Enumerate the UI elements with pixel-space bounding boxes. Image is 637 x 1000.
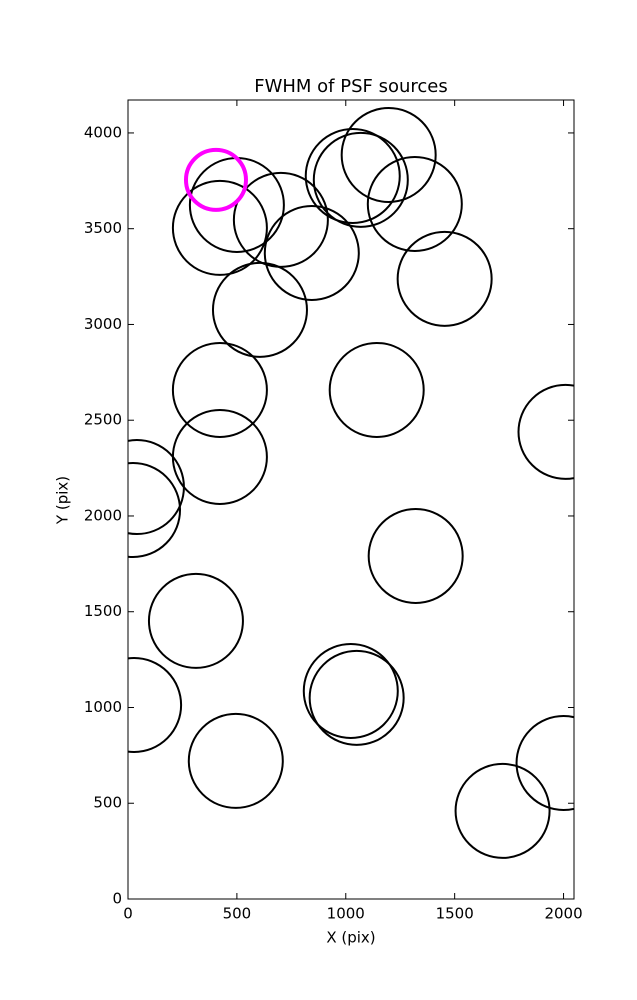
source-circle (367, 507, 464, 604)
source-circle (187, 712, 284, 809)
y-tick-label: 500 (93, 794, 122, 812)
source-circle (171, 408, 268, 505)
y-tick-label: 3500 (84, 219, 122, 237)
source-circle (263, 205, 360, 302)
source-circle (366, 155, 463, 252)
x-tick-label: 1000 (327, 905, 365, 923)
source-circle (454, 762, 551, 859)
y-tick-label: 1500 (84, 602, 122, 620)
source-circle (304, 128, 401, 225)
source-circle (312, 131, 409, 228)
source-circle (171, 341, 268, 438)
y-tick-label: 4000 (84, 123, 122, 141)
source-circle (183, 147, 248, 212)
source-circle (328, 341, 425, 438)
x-tick-label: 0 (123, 905, 133, 923)
source-circle (517, 383, 574, 480)
source-circle (340, 106, 437, 203)
plot-area (128, 106, 574, 859)
source-circle (147, 572, 244, 669)
source-circle (171, 179, 268, 276)
y-tick-label: 3000 (84, 315, 122, 333)
source-circle (308, 649, 405, 746)
source-circle (515, 715, 574, 812)
y-tick-label: 1000 (84, 698, 122, 716)
x-axis-label: X (pix) (326, 929, 375, 947)
source-circle (128, 657, 183, 753)
source-circle (211, 261, 308, 358)
y-tick-label: 2000 (84, 506, 122, 524)
axes-frame (127, 99, 575, 900)
x-tick-label: 500 (223, 905, 252, 923)
source-circle (396, 230, 493, 327)
source-circle (302, 643, 399, 740)
chart-title: FWHM of PSF sources (254, 76, 448, 97)
y-axis-label: Y (pix) (54, 476, 72, 525)
x-tick-label: 2000 (544, 905, 582, 923)
x-tick-label: 1500 (436, 905, 474, 923)
y-tick-label: 0 (112, 890, 122, 908)
y-tick-label: 2500 (84, 411, 122, 429)
source-circle (128, 462, 181, 559)
